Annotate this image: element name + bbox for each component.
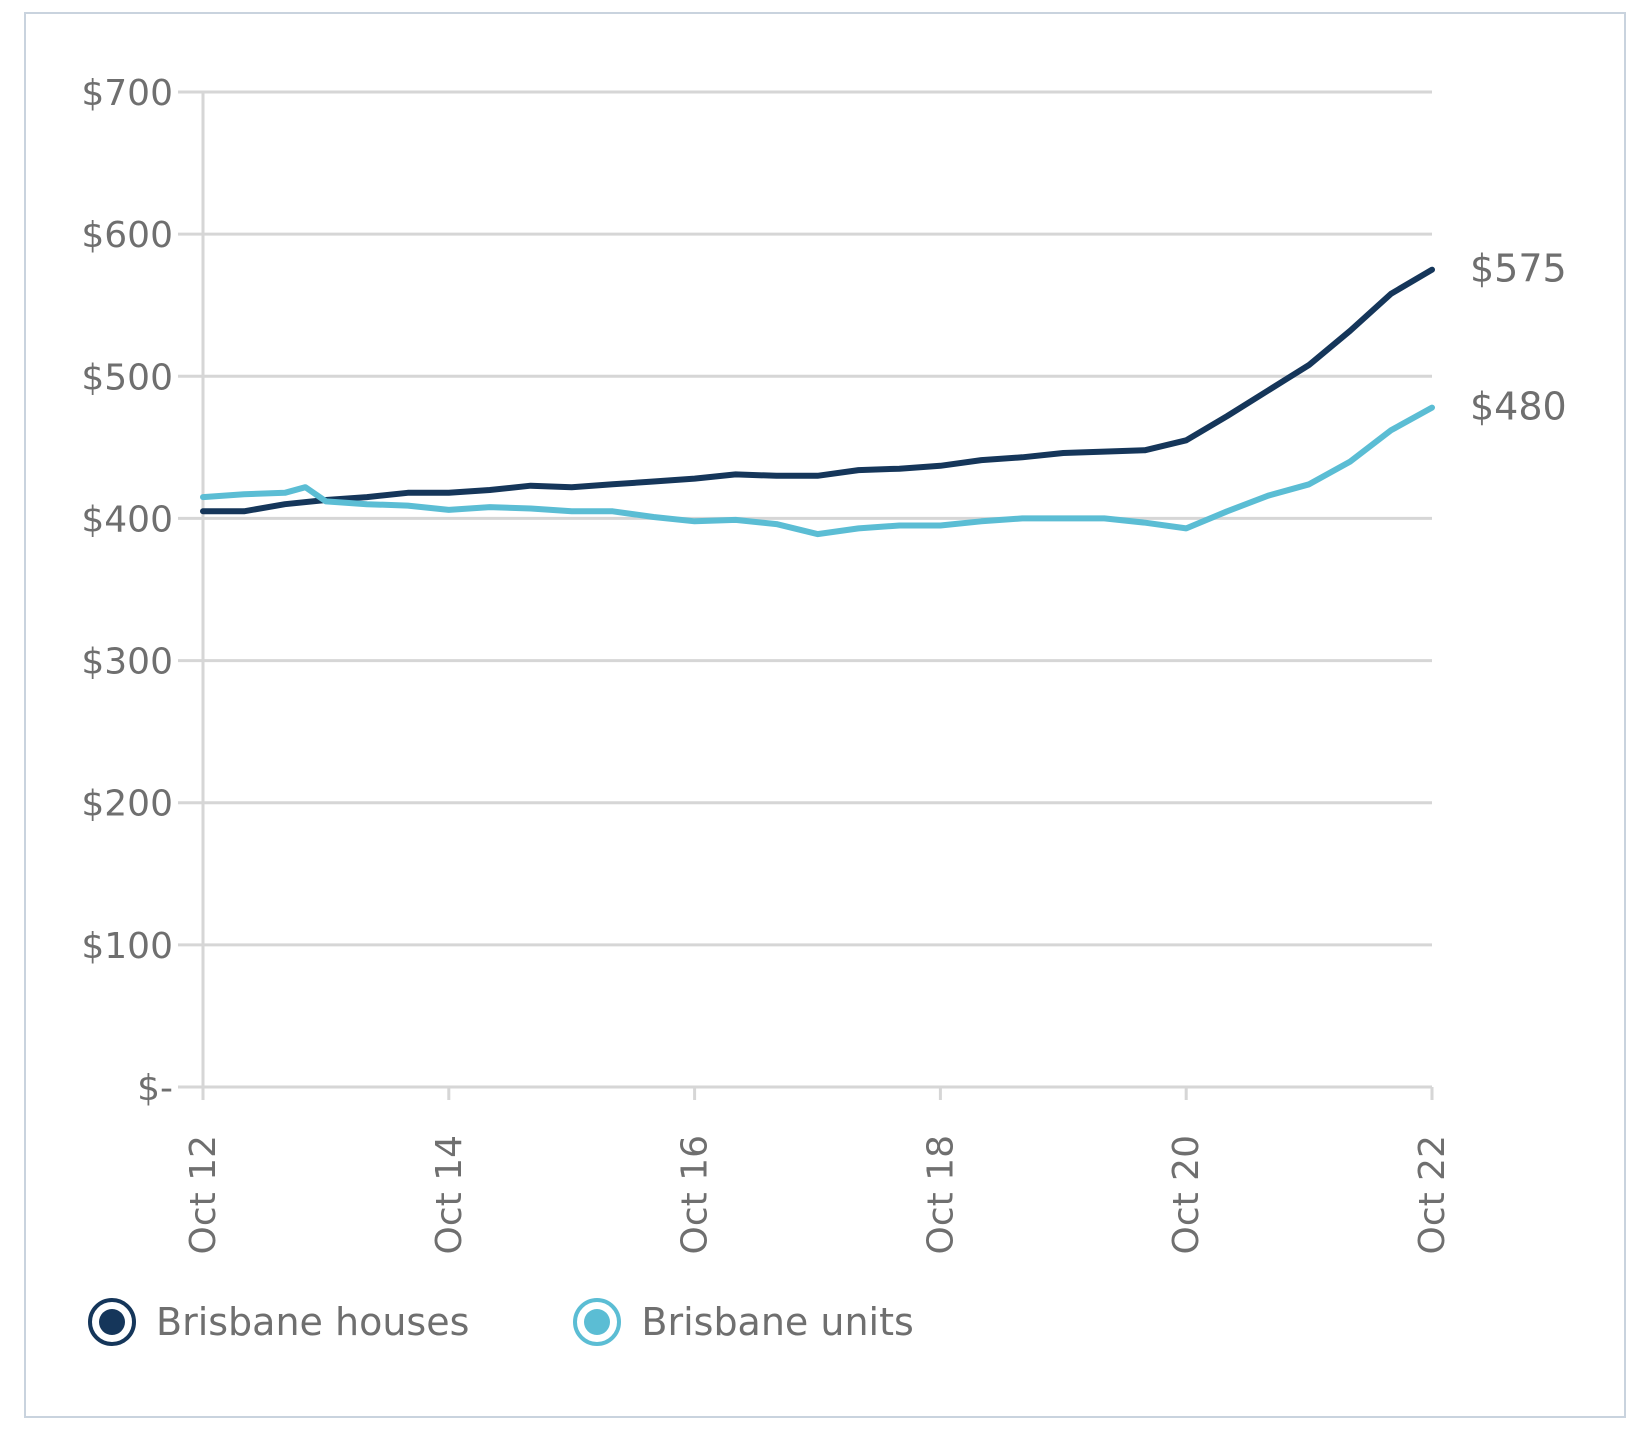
x-tick-label: Oct 20 [1166, 1135, 1207, 1255]
end-label-houses: $575 [1470, 247, 1567, 291]
legend-item-units: Brisbane units [573, 1298, 914, 1346]
y-tick-label: $100 [81, 926, 173, 967]
x-tick-label: Oct 18 [920, 1135, 961, 1255]
x-tick-label: Oct 22 [1412, 1135, 1453, 1255]
x-tick-label: Oct 14 [429, 1135, 470, 1255]
series-line-units [200, 404, 1435, 538]
y-tick-label: $300 [81, 642, 173, 683]
legend-item-houses: Brisbane houses [88, 1298, 469, 1346]
legend-marker-houses [88, 1298, 136, 1346]
legend-label-units: Brisbane units [641, 1300, 914, 1344]
chart-frame [24, 12, 1626, 1418]
y-tick-label: $700 [81, 73, 173, 114]
legend: Brisbane houses Brisbane units [88, 1298, 1018, 1346]
end-label-units: $480 [1470, 385, 1567, 429]
x-tick-label: Oct 12 [183, 1135, 224, 1255]
legend-marker-units [573, 1298, 622, 1346]
y-tick-label: $- [137, 1068, 173, 1109]
y-tick-label: $400 [81, 499, 173, 540]
y-tick-label: $600 [81, 215, 173, 256]
y-tick-label: $500 [81, 357, 173, 398]
y-tick-label: $200 [81, 784, 173, 825]
x-tick-label: Oct 16 [675, 1135, 716, 1255]
series-line-houses [200, 266, 1435, 515]
legend-label-houses: Brisbane houses [156, 1300, 470, 1344]
